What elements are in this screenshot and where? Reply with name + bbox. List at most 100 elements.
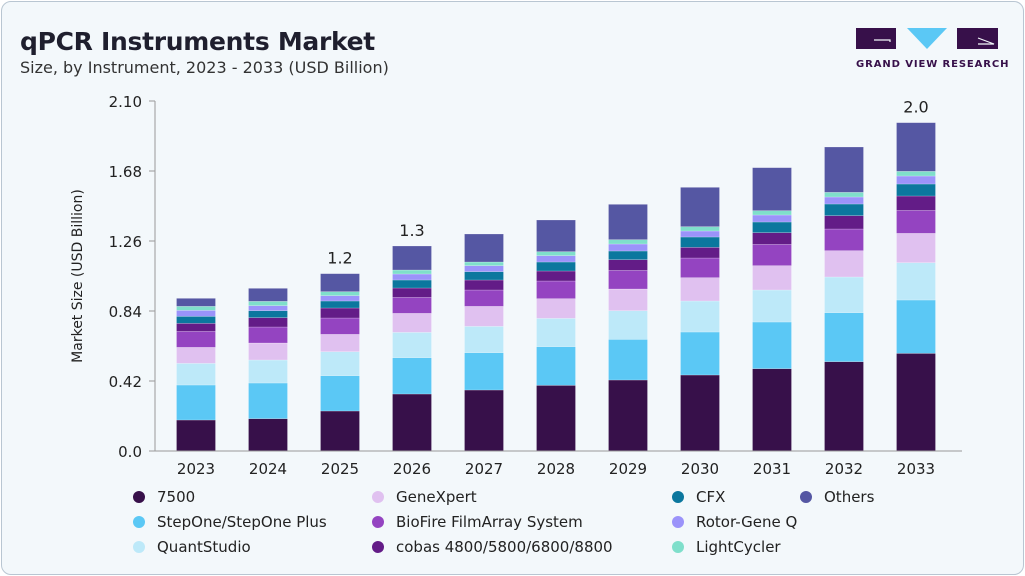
legend-item: StepOne/StepOne Plus [133,513,327,531]
bar-segment-others [608,204,648,240]
grand-view-research-logo [856,28,998,49]
bar-segment-biofire-filmarray-system [320,317,360,335]
x-tick-label: 2027 [465,460,503,478]
bar-segment-quantstudio [464,326,504,353]
bar-segment-quantstudio [680,300,720,333]
legend-label: LightCycler [696,538,781,556]
bar-segment-cfx [680,236,720,248]
bar-segment-others [176,298,216,307]
bar-segment-stepone-stepone-plus [536,346,576,386]
bar-segment-others [896,122,936,172]
bar-segment-lightcycler [536,251,576,256]
legend-marker [672,491,684,503]
legend-label: 7500 [157,488,196,506]
bar-segment-7500 [464,389,504,452]
bar-segment-lightcycler [896,171,936,177]
bar-segment-cfx [608,250,648,260]
legend-item: CFX [672,488,725,506]
y-tick-label: 1.26 [109,233,142,251]
bar-segment-rotor-gene-q [608,243,648,252]
bar-segment-rotor-gene-q [392,273,432,281]
legend-marker [133,491,145,503]
x-tick-label: 2029 [609,460,647,478]
y-tick-label: 0.84 [109,303,142,321]
bar-segment-cfx [536,261,576,272]
data-label: 1.3 [399,221,424,240]
bar-segment-7500 [608,379,648,452]
legend-marker [800,491,812,503]
bar-segment-genexpert [176,347,216,364]
x-tick-label: 2028 [537,460,575,478]
legend-item: 7500 [133,488,195,506]
bar-segment-lightcycler [176,306,216,311]
bar-segment-genexpert [680,277,720,302]
x-tick-label: 2023 [177,460,215,478]
legend-marker [672,541,684,553]
legend-marker [372,541,384,553]
bar-segment-genexpert [464,306,504,327]
bar-segment-rotor-gene-q [896,175,936,185]
bar-segment-7500 [680,374,720,452]
legend-label: StepOne/StepOne Plus [157,513,327,531]
bar-segment-quantstudio [608,310,648,340]
bar-segment-others [464,233,504,263]
bar-segment-stepone-stepone-plus [464,352,504,391]
bar-segment-genexpert [752,265,792,291]
bar-segment-quantstudio [824,276,864,313]
bar-segment-genexpert [392,313,432,333]
bar-segment-biofire-filmarray-system [752,244,792,266]
bar-segment-biofire-filmarray-system [608,270,648,290]
x-tick-label: 2032 [825,460,863,478]
bar-segment-genexpert [248,342,288,361]
bar-segment-cobas-4800-5800-6800-8800 [824,215,864,230]
x-tick-label: 2030 [681,460,719,478]
bar-segment-genexpert [320,334,360,352]
bar-segment-others [392,245,432,271]
bar-segment-stepone-stepone-plus [680,331,720,376]
bar-segment-others [752,167,792,211]
bar-segment-others [248,288,288,302]
y-tick-label: 1.68 [109,163,142,181]
y-tick-label: 2.10 [109,93,142,111]
bar-segment-quantstudio [752,289,792,323]
bar-segment-others [320,273,360,292]
bar-segment-cfx [320,300,360,309]
bar-segment-biofire-filmarray-system [176,331,216,348]
bar-segment-stepone-stepone-plus [176,384,216,421]
bar-segment-biofire-filmarray-system [536,280,576,299]
bar-segment-stepone-stepone-plus [896,299,936,354]
y-axis-label: Market Size (USD Billion) [70,189,86,363]
bar-segment-quantstudio [536,318,576,347]
bar-segment-stepone-stepone-plus [824,312,864,362]
y-tick-label: 0.42 [109,373,142,391]
bar-segment-stepone-stepone-plus [320,375,360,412]
bar-segment-rotor-gene-q [464,265,504,272]
bar-segment-7500 [176,419,216,452]
legend-label: Rotor-Gene Q [696,513,798,531]
bar-segment-quantstudio [320,351,360,376]
legend-item: cobas 4800/5800/6800/8800 [372,538,613,556]
x-tick-label: 2026 [393,460,431,478]
bar-segment-rotor-gene-q [752,214,792,223]
bar-segment-cobas-4800-5800-6800-8800 [680,247,720,259]
bar-segment-cfx [752,221,792,233]
bar-segment-cobas-4800-5800-6800-8800 [752,232,792,245]
legend-marker [372,491,384,503]
bar-segment-lightcycler [248,301,288,306]
x-tick-label: 2033 [897,460,935,478]
bar-segment-lightcycler [392,269,432,275]
bar-segment-stepone-stepone-plus [752,321,792,369]
bar-segment-7500 [392,393,432,452]
bar-segment-rotor-gene-q [680,230,720,238]
bar-segment-rotor-gene-q [536,255,576,263]
bar-segment-quantstudio [896,262,936,301]
bar-segment-rotor-gene-q [248,305,288,311]
bar-segment-biofire-filmarray-system [896,210,936,234]
bar-segment-cfx [176,316,216,324]
x-tick-label: 2031 [753,460,791,478]
bar-segment-cfx [464,271,504,281]
legend-marker [133,541,145,553]
bar-segment-quantstudio [248,359,288,384]
bar-segment-quantstudio [176,363,216,386]
